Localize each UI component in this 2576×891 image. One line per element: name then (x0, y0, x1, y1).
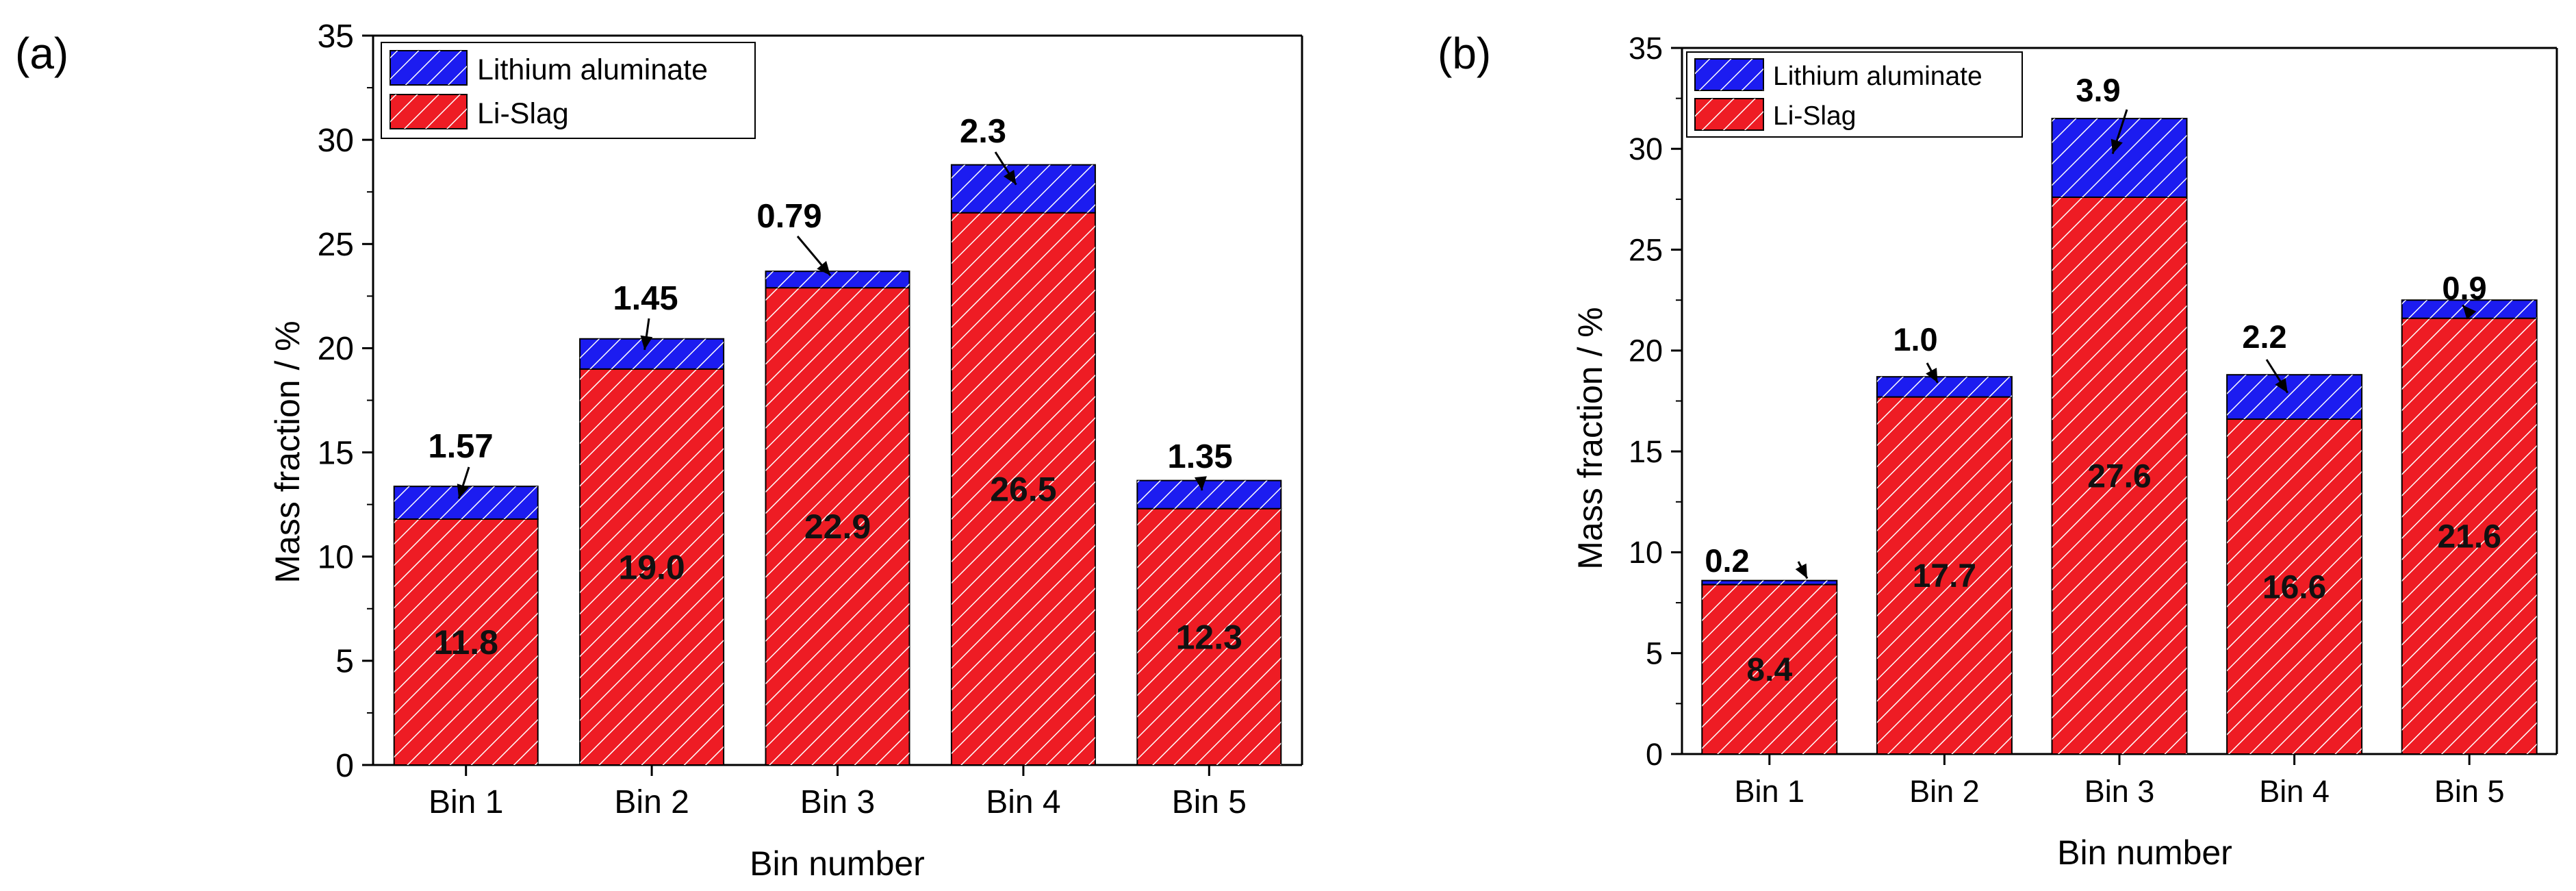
y-tick-label: 35 (318, 18, 354, 55)
chart-panel-b: (b) 0 5 10 15 20 25 30 35 Bin 1 8.4 0.2 Bin 2 17.7 1.… (1438, 29, 2558, 872)
data-label-li-slag: 12.3 (1176, 618, 1242, 656)
bar-hatch (2401, 318, 2537, 754)
bar-hatch (1876, 397, 2012, 754)
bar-hatch (580, 338, 724, 369)
data-label-lithium-aluminate: 0.79 (756, 198, 821, 235)
bar-hatch (394, 486, 538, 519)
y-tick-label: 30 (1629, 131, 1663, 166)
y-tick-label: 15 (318, 435, 354, 471)
y-tick-label: 15 (1629, 434, 1663, 469)
bar-hatch (2227, 419, 2362, 754)
data-label-li-slag: 11.8 (433, 623, 498, 662)
annotation-arrow-head (1926, 368, 1938, 383)
y-axis-title-b: Mass fraction / % (1571, 307, 1609, 569)
x-tick-label: Bin 4 (2259, 774, 2330, 809)
x-tick-label: Bin 1 (429, 784, 503, 820)
data-label-lithium-aluminate: 0.9 (2442, 270, 2486, 306)
legend-a: Lithium aluminate Li-Slag (381, 42, 756, 139)
data-label-li-slag: 27.6 (2087, 458, 2151, 494)
y-tick-label: 35 (1629, 31, 1663, 66)
annotation-arrow-head (817, 261, 830, 276)
x-tick-label: Bin 5 (2434, 774, 2505, 809)
annotation-arrow-head (2462, 305, 2477, 320)
data-label-lithium-aluminate: 3.9 (2076, 72, 2120, 108)
y-axis-title-a: Mass fraction / % (268, 321, 307, 583)
bar-hatch (1137, 480, 1281, 509)
data-label-lithium-aluminate: 2.2 (2242, 318, 2286, 355)
bar-hatch (394, 518, 538, 765)
y-tick-label: 25 (318, 227, 354, 263)
legend-label-lithium-aluminate-a: Lithium aluminate (477, 53, 708, 86)
data-label-lithium-aluminate: 0.2 (1705, 542, 1749, 579)
data-label-li-slag: 21.6 (2437, 519, 2501, 555)
bar-hatch (1702, 580, 1837, 585)
data-label-li-slag: 17.7 (1913, 558, 1976, 594)
y-tick-label: 5 (1646, 636, 1663, 670)
x-axis-title-b: Bin number (2057, 833, 2232, 872)
annotation-arrow-head (1004, 169, 1017, 185)
bar-hatch (1876, 377, 2012, 397)
annotation-arrow-head (640, 335, 653, 350)
data-label-li-slag: 8.4 (1746, 652, 1792, 688)
annotation-arrow-head (1194, 476, 1207, 491)
x-tick-label: Bin 3 (800, 784, 875, 820)
data-label-lithium-aluminate: 1.45 (613, 280, 678, 317)
y-tick-label: 10 (318, 540, 354, 576)
bar-hatch (1137, 508, 1281, 765)
x-tick-label: Bin 4 (986, 784, 1060, 820)
y-tick-label: 0 (335, 748, 354, 784)
legend-label-li-slag-b: Li-Slag (1773, 101, 1856, 131)
bar-hatch (951, 212, 1095, 766)
bar-hatch (2052, 197, 2187, 754)
bar-hatch (2227, 375, 2362, 420)
data-label-lithium-aluminate: 1.57 (428, 428, 493, 465)
legend-b: Lithium aluminate Li-Slag (1686, 51, 2023, 138)
y-tick-label: 25 (1629, 232, 1663, 267)
y-tick-label: 5 (335, 644, 354, 680)
bar-hatch (1702, 584, 1837, 754)
legend-label-li-slag-a: Li-Slag (477, 97, 569, 130)
chart-panel-a: (a) 0 5 10 15 20 25 30 35 Bin 1 11.8 1.57 Bin 2 19.0… (15, 18, 1303, 883)
x-tick-label: Bin 2 (614, 784, 689, 820)
x-tick-label: Bin 1 (1735, 774, 1805, 809)
x-axis-title-a: Bin number (750, 844, 925, 883)
annotation-arrow-head (1795, 563, 1807, 579)
y-tick-label: 20 (1629, 334, 1663, 368)
data-label-li-slag: 19.0 (618, 548, 685, 586)
panel-label-a: (a) (15, 29, 68, 78)
annotation-arrow-head (457, 484, 469, 499)
data-label-lithium-aluminate: 2.3 (960, 113, 1006, 150)
x-tick-label: Bin 3 (2084, 774, 2155, 809)
y-tick-label: 30 (318, 123, 354, 159)
legend-label-lithium-aluminate-b: Lithium aluminate (1773, 62, 1982, 91)
y-tick-label: 0 (1646, 737, 1663, 772)
bar-hatch (580, 368, 724, 765)
data-label-li-slag: 22.9 (804, 507, 871, 546)
panel-label-b: (b) (1438, 29, 1491, 78)
bar-hatch (765, 288, 910, 766)
data-label-li-slag: 26.5 (990, 470, 1056, 508)
bar-hatch (951, 164, 1095, 213)
y-tick-label: 10 (1629, 535, 1663, 570)
y-tick-label: 20 (318, 331, 354, 367)
x-tick-label: Bin 2 (1909, 774, 1980, 809)
annotation-arrow-head (2110, 138, 2123, 154)
x-tick-label: Bin 5 (1172, 784, 1247, 820)
data-label-lithium-aluminate: 1.0 (1893, 321, 1937, 357)
bar-hatch (765, 271, 910, 288)
annotation-arrow-head (2275, 377, 2288, 393)
data-label-li-slag: 16.6 (2262, 569, 2326, 605)
data-label-lithium-aluminate: 1.35 (1167, 438, 1232, 475)
